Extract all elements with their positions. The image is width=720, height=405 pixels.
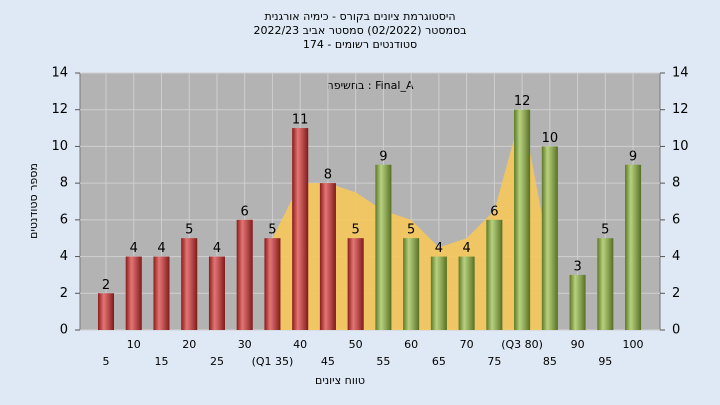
y2-tick-label: 14: [672, 66, 689, 81]
y-axis-label: מספר סטודנטים: [27, 163, 40, 239]
y2-tick-label: 12: [672, 102, 689, 117]
x-tick-label: (Q1 35): [252, 355, 294, 368]
y2-tick-label: 4: [672, 249, 680, 264]
y-tick-label: 10: [51, 139, 68, 154]
x-tick-label: 15: [154, 355, 168, 368]
x-tick-label: 25: [210, 355, 224, 368]
y-tick-label: 2: [60, 286, 68, 301]
bar-shine: [541, 146, 558, 330]
x-tick-label: 75: [487, 355, 501, 368]
x-tick-label: 60: [404, 338, 418, 351]
bar-shine: [458, 256, 475, 330]
bar-shine: [597, 238, 614, 330]
value-label: 4: [213, 241, 221, 256]
value-label: 10: [542, 131, 559, 146]
x-tick-label: 55: [376, 355, 390, 368]
value-label: 9: [629, 149, 637, 164]
y-tick-label: 8: [60, 176, 68, 191]
x-tick-label: 10: [127, 338, 141, 351]
value-label: 11: [292, 113, 309, 128]
bar-shine: [292, 128, 309, 330]
value-label: 5: [185, 223, 193, 238]
x-tick-label: 65: [432, 355, 446, 368]
value-label: 6: [490, 204, 498, 219]
bar-shine: [181, 238, 198, 330]
bar-shine: [514, 109, 531, 330]
value-label: 9: [379, 149, 387, 164]
x-tick-label: 70: [460, 338, 474, 351]
x-tick-label: 20: [182, 338, 196, 351]
y-tick-label: 6: [60, 212, 68, 227]
x-tick-label: 5: [103, 355, 110, 368]
value-label: 3: [573, 259, 581, 274]
y-tick-label: 12: [51, 102, 68, 117]
value-label: 4: [130, 241, 138, 256]
title-line: היסטוגרמת ציונים בקורס - כימיה אורגנית: [264, 10, 455, 23]
bar-shine: [347, 238, 364, 330]
x-tick-label: 95: [598, 355, 612, 368]
value-label: 4: [462, 241, 470, 256]
x-tick-label: 90: [571, 338, 585, 351]
y-tick-label: 0: [60, 323, 68, 338]
bar-shine: [98, 293, 114, 330]
bar-shine: [153, 256, 170, 330]
bar-shine: [208, 256, 225, 330]
bar-shine: [125, 256, 142, 330]
bar-shine: [264, 238, 281, 330]
value-label: 5: [352, 223, 360, 238]
y2-tick-label: 10: [672, 139, 689, 154]
annotation: בחשיפה : Final_A: [327, 79, 414, 92]
value-label: 6: [241, 204, 249, 219]
bar-shine: [569, 274, 586, 330]
x-tick-label: 85: [543, 355, 557, 368]
x-tick-label: 40: [293, 338, 307, 351]
value-label: 2: [102, 278, 110, 293]
bar-shine: [403, 238, 420, 330]
bar-shine: [486, 219, 503, 330]
y-tick-label: 4: [60, 249, 68, 264]
title-line: סטודנטים רשומים - 174: [303, 38, 417, 51]
value-label: 4: [157, 241, 165, 256]
value-label: 5: [601, 223, 609, 238]
y2-tick-label: 6: [672, 212, 680, 227]
value-label: 5: [268, 223, 276, 238]
x-axis-label: טווח ציונים: [315, 374, 365, 387]
y2-tick-label: 0: [672, 323, 680, 338]
value-label: 12: [514, 94, 531, 109]
area: [272, 109, 550, 330]
title-line: בסמסטר (02/2022) סמסטר אביב 2022/23: [253, 24, 466, 37]
bar-shine: [430, 256, 447, 330]
value-label: 4: [435, 241, 443, 256]
value-label: 8: [324, 168, 332, 183]
x-tick-label: 45: [321, 355, 335, 368]
x-tick-label: (Q3 80): [501, 338, 543, 351]
x-tick-label: 100: [623, 338, 644, 351]
bar-shine: [375, 164, 392, 330]
y2-tick-label: 8: [672, 176, 680, 191]
bar-shine: [625, 164, 642, 330]
y2-tick-label: 2: [672, 286, 680, 301]
x-tick-label: 30: [238, 338, 252, 351]
bar-shine: [236, 219, 253, 330]
x-tick-label: 50: [349, 338, 363, 351]
bar-shine: [319, 183, 336, 330]
value-label: 5: [407, 223, 415, 238]
y-tick-label: 14: [51, 66, 68, 81]
